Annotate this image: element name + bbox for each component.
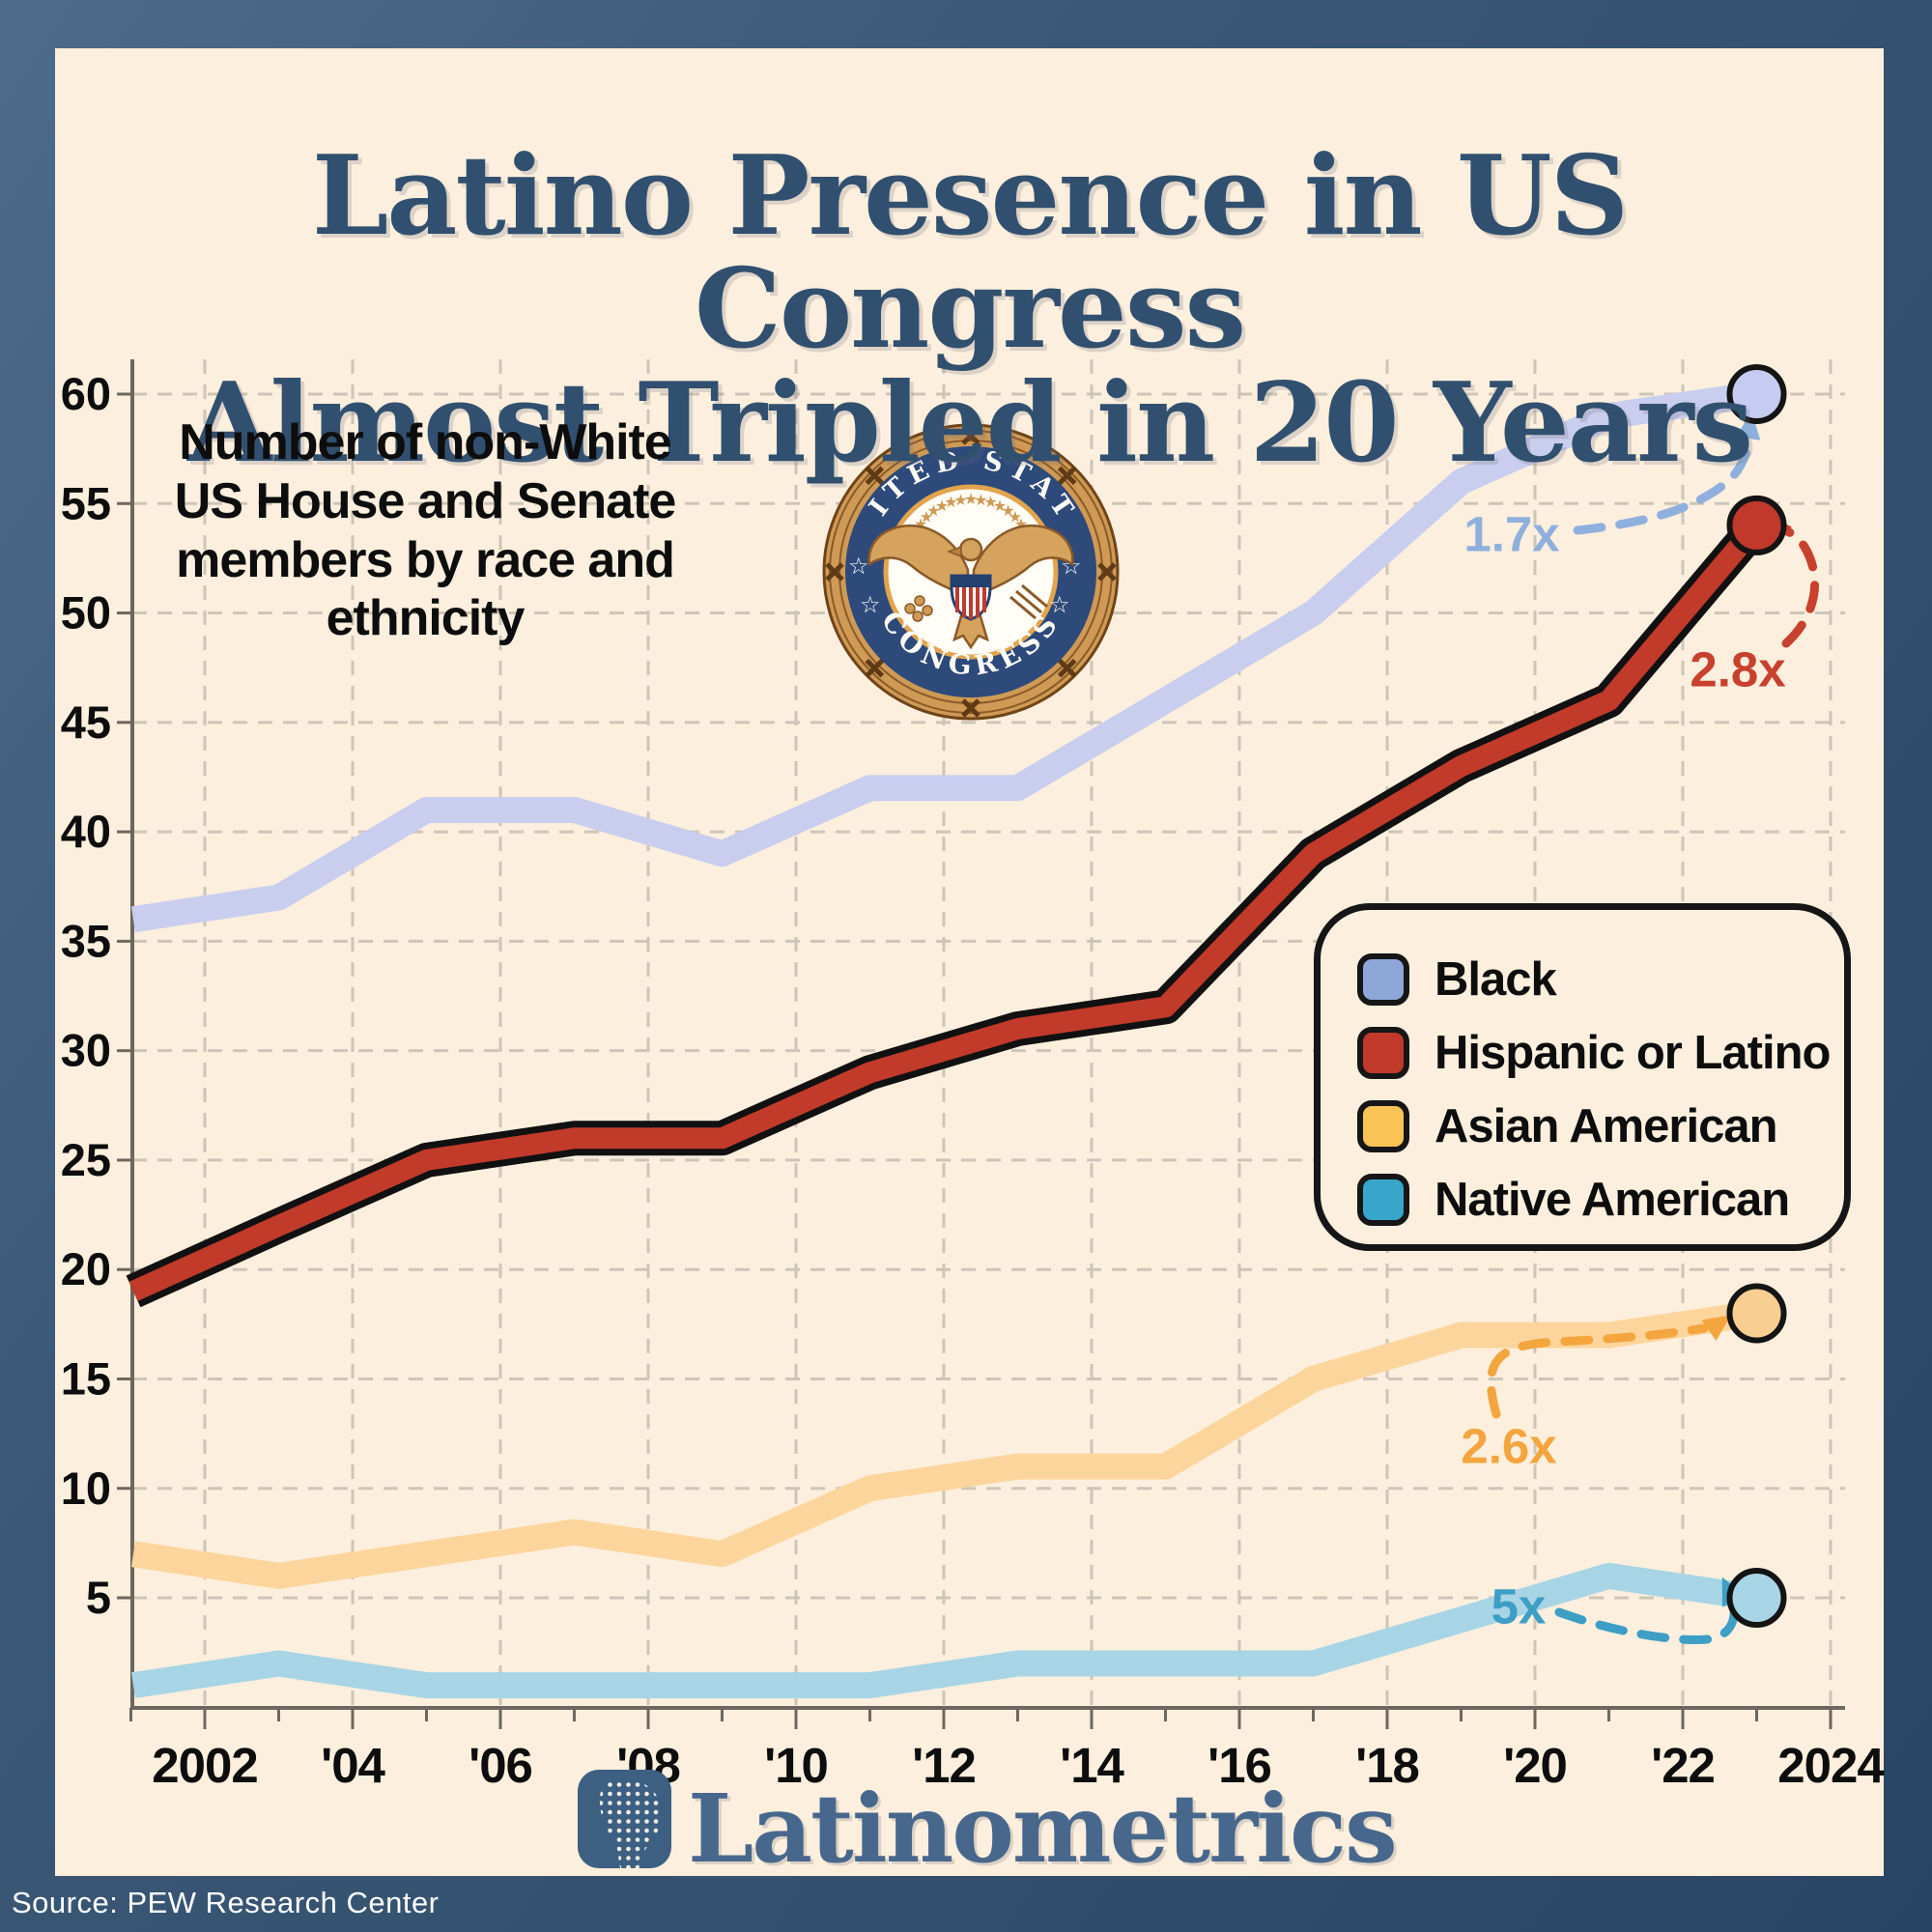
brand-wordmark: Latinometrics [688,1774,1398,1884]
svg-text:★: ★ [926,503,940,520]
svg-text:'06: '06 [469,1738,532,1793]
chart-legend: Black Hispanic or Latino Asian American … [1314,903,1851,1251]
svg-text:40: 40 [61,806,111,857]
svg-text:2002: 2002 [152,1738,257,1793]
svg-text:15: 15 [61,1352,111,1404]
svg-text:★: ★ [974,493,987,509]
hispanic-swatch [1357,1027,1409,1079]
seal-eagle [867,524,1074,650]
asian-swatch [1357,1100,1409,1152]
svg-text:★: ★ [993,498,1007,515]
svg-text:'10: '10 [764,1738,828,1793]
latinometrics-logo-icon [578,1770,671,1868]
legend-item-black: Black [1357,943,1844,1016]
svg-text:★: ★ [1009,510,1022,526]
black-arrow [1573,438,1753,535]
svg-text:☆: ☆ [860,592,881,618]
svg-text:'20: '20 [1503,1738,1567,1793]
hispanic-arrow [1777,525,1820,648]
svg-text:'16: '16 [1208,1738,1271,1793]
chart-axes [117,359,1845,1729]
svg-text:★: ★ [935,498,949,515]
legend-item-native: Native American [1357,1163,1844,1236]
legend-item-asian: Asian American [1357,1090,1844,1163]
page-title: Latino Presence in US Congress Almost Tr… [55,130,1884,487]
svg-text:☆: ☆ [848,554,869,580]
series-end-dots [1726,364,1787,1629]
asian-arrow [1487,1323,1709,1419]
native-arrow [1554,1599,1739,1644]
svg-text:'14: '14 [1060,1738,1124,1793]
svg-text:'12: '12 [912,1738,976,1793]
hispanic-multiplier-annotation: 2.8x [1690,641,1786,697]
native-swatch [1357,1174,1409,1226]
legend-item-hispanic: Hispanic or Latino [1357,1016,1844,1090]
black-multiplier-annotation: 1.7x [1463,506,1560,562]
svg-text:★: ★ [964,492,978,508]
svg-text:35: 35 [61,915,111,966]
svg-text:20: 20 [61,1243,111,1294]
svg-text:30: 30 [61,1025,111,1076]
svg-text:10: 10 [61,1463,111,1514]
native-multiplier-annotation: 5x [1491,1578,1547,1634]
black-arrowhead [1735,412,1761,440]
svg-text:'22: '22 [1651,1738,1715,1793]
legend-label: Asian American [1435,1100,1778,1152]
svg-text:45: 45 [61,696,111,748]
page-title-line2: Almost Tripled in 20 Years [186,357,1753,487]
legend-label: Black [1435,953,1557,1006]
svg-text:50: 50 [61,587,111,639]
chart-series-lines [126,381,1771,1699]
svg-text:55: 55 [61,477,111,528]
svg-text:'04: '04 [321,1738,385,1793]
legend-label: Native American [1435,1174,1790,1226]
chart-subtitle: Number of non-White US House and Senate … [174,414,676,647]
asian-arrowhead [1701,1315,1731,1341]
svg-text:★: ★ [944,495,957,511]
svg-text:2024: 2024 [1777,1738,1885,1793]
svg-text:★: ★ [953,493,967,509]
svg-text:☆: ☆ [1049,592,1070,618]
svg-text:'18: '18 [1355,1738,1419,1793]
svg-text:★: ★ [983,495,997,511]
svg-text:★: ★ [1001,503,1014,520]
svg-text:25: 25 [61,1134,111,1185]
asian-multiplier-annotation: 2.6x [1461,1418,1557,1474]
legend-label: Hispanic or Latino [1435,1027,1831,1079]
seal-side-stars: ☆☆ ☆☆ [848,554,1082,618]
svg-text:5: 5 [86,1572,111,1623]
svg-text:★: ★ [920,510,933,526]
page-title-line1: Latino Presence in US Congress [311,130,1629,374]
svg-text:60: 60 [61,368,111,419]
black-swatch [1357,953,1409,1006]
source-note: Source: PEW Research Center [12,1886,440,1919]
